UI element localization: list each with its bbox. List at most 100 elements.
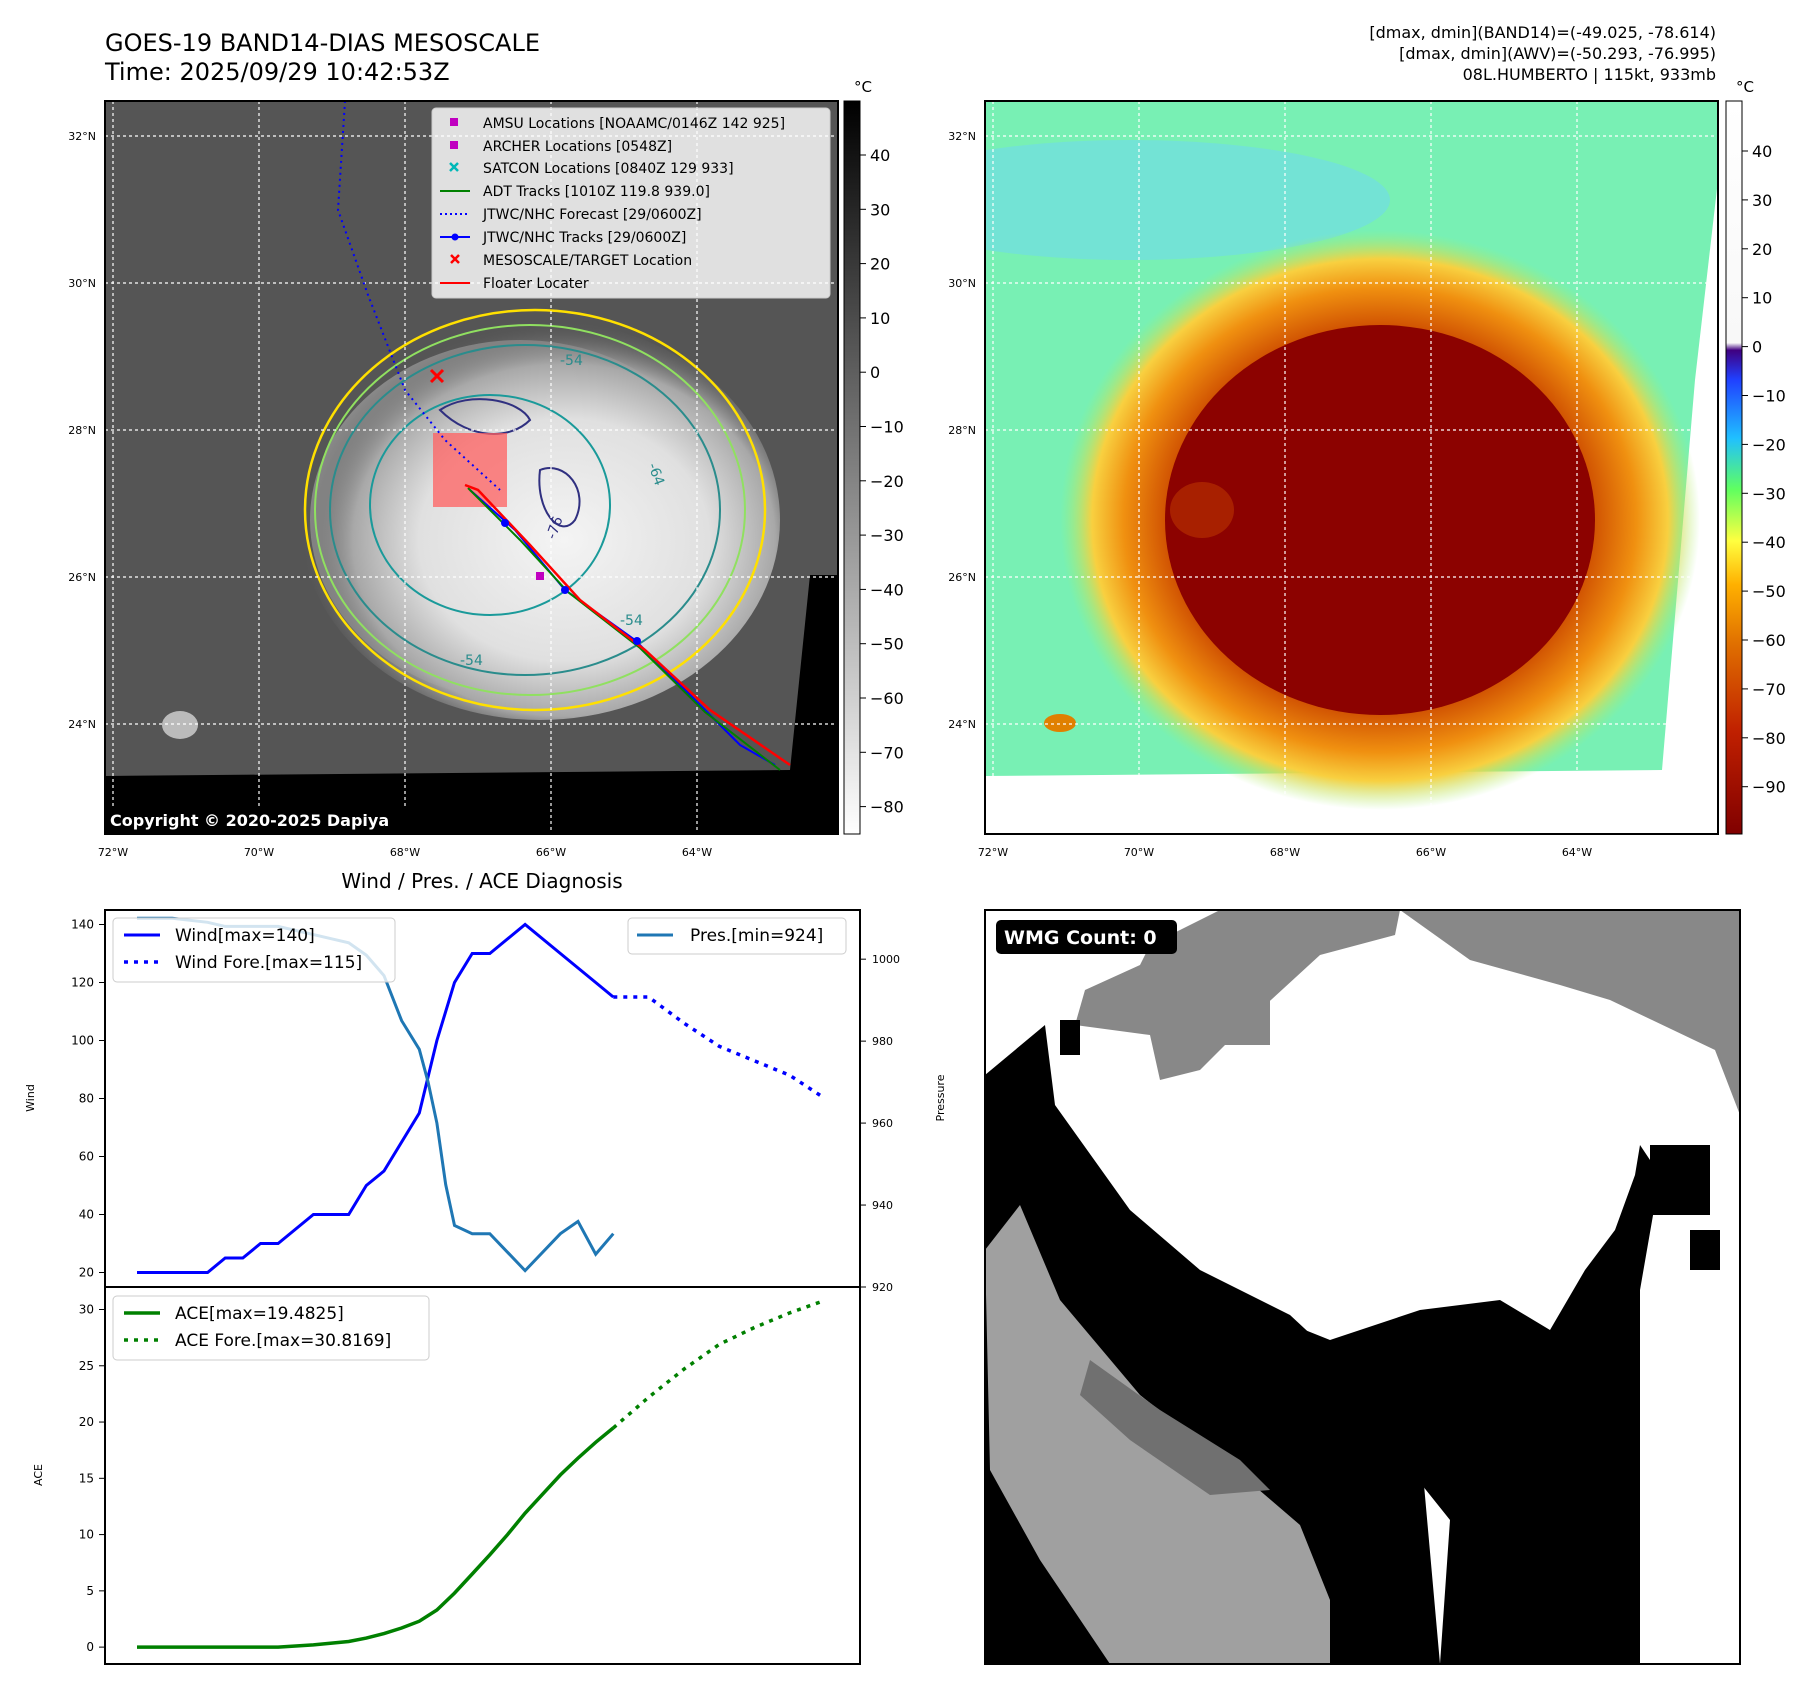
ir-lat-labels: 32°N 30°N 28°N 26°N 24°N <box>68 130 96 731</box>
wmg-black-patch-2 <box>1690 1230 1720 1270</box>
legend-marker-satcon <box>449 162 459 172</box>
color-colorbar: °C 40 30 20 10 0 −10 −20 −30 −40 −50 −60 −70 −80 −90 <box>1725 78 1786 835</box>
track-points <box>501 519 641 645</box>
pressure-legend-label: Pres.[min=924] <box>690 926 823 946</box>
color-map-frame <box>984 100 1719 835</box>
color-lon-label-66: 66°W <box>1416 846 1446 859</box>
color-colorbar-tick-label: −50 <box>1752 582 1786 601</box>
ace-chart: 0 5 10 15 20 25 30 ACE ACE[max=19.4825] ACE Fo… <box>32 1286 861 1665</box>
contour-yellow <box>303 308 767 712</box>
contour-inner-teal <box>369 394 611 616</box>
wind-legend-label: Wind[max=140] <box>175 926 315 946</box>
color-cool-band <box>985 140 1390 260</box>
color-colorbar-tick-label: −30 <box>1752 484 1786 503</box>
wind-tick-label: 80 <box>79 1092 94 1106</box>
wind-axis-label: Wind <box>24 1084 37 1112</box>
ir-lat-label-28: 28°N <box>68 424 96 437</box>
color-lat-label-28: 28°N <box>948 424 976 437</box>
color-colorbar-unit: °C <box>1736 78 1754 96</box>
ir-colorbar-tick-label: −40 <box>870 580 904 599</box>
color-colorbar-tick-label: 30 <box>1752 191 1772 210</box>
wmg-black-patch-3 <box>1060 1020 1080 1055</box>
ir-colorbar-tick-label: −60 <box>870 689 904 708</box>
ir-colorbar-tick-label: −70 <box>870 743 904 762</box>
map-legend: AMSU Locations [NOAAMC/0146Z 142 925] AR… <box>431 107 831 299</box>
target-marker <box>429 368 445 384</box>
color-storm-core <box>1165 325 1595 715</box>
ir-map-panel: -54 -64 -76 -54 -54 <box>68 100 839 859</box>
pressure-legend-box <box>627 917 847 955</box>
legend-label-floater: Floater Locater <box>483 276 589 292</box>
ir-lon-label-64: 64°W <box>682 846 712 859</box>
ace-series-line <box>137 1426 615 1649</box>
ir-colorbar-tick-label: −10 <box>870 418 904 437</box>
ace-tick-label: 10 <box>79 1528 94 1542</box>
legend-marker-tracks-dot <box>451 233 459 241</box>
amsu-marker <box>536 572 544 580</box>
wind-series-line <box>137 922 615 1274</box>
ir-small-cloud <box>162 711 198 739</box>
info-line-1: [dmax, dmin](BAND14)=(-49.025, -78.614) <box>1369 23 1716 42</box>
contour-teal <box>329 344 721 676</box>
wmg-count-box <box>996 920 1177 954</box>
ace-forecast-line <box>612 1298 826 1430</box>
floater-track <box>464 483 791 767</box>
wind-tick-label: 140 <box>71 918 94 932</box>
color-lat-label-26: 26°N <box>948 571 976 584</box>
legend-label-forecast: JTWC/NHC Forecast [29/0600Z] <box>482 207 702 223</box>
ir-colorbar-tick-label: 20 <box>870 255 890 274</box>
color-lon-label-72: 72°W <box>978 846 1008 859</box>
ir-storm-core <box>300 320 780 720</box>
color-lon-label-70: 70°W <box>1124 846 1154 859</box>
color-colorbar-tick-label: −10 <box>1752 387 1786 406</box>
color-colorbar-tick-label: −20 <box>1752 435 1786 454</box>
ir-map-frame <box>104 100 839 835</box>
legend-label-tracks: JTWC/NHC Tracks [29/0600Z] <box>482 230 686 246</box>
ir-colorbar-tick-label: 30 <box>870 200 890 219</box>
ir-colorbar-tick-label: 40 <box>870 146 890 165</box>
contour-label-2: -64 <box>644 461 667 488</box>
legend-label-amsu: AMSU Locations [NOAAMC/0146Z 142 925] <box>483 116 785 132</box>
ace-tick-label: 5 <box>86 1584 94 1598</box>
wind-forecast-line <box>613 995 826 1100</box>
color-colorbar-tick-label: 0 <box>1752 338 1762 357</box>
pressure-tick-label: 980 <box>872 1035 893 1048</box>
color-storm-bulge <box>1170 482 1234 538</box>
color-lon-label-64: 64°W <box>1562 846 1592 859</box>
legend-marker-amsu <box>450 118 458 126</box>
wmg-dark-grey-band <box>1080 1360 1270 1495</box>
wind-fore-legend-label: Wind Fore.[max=115] <box>175 953 362 973</box>
ace-fore-legend-label: ACE Fore.[max=30.8169] <box>175 1331 391 1351</box>
ir-lon-label-68: 68°W <box>390 846 420 859</box>
ace-axis-ticks: 0 5 10 15 20 25 30 <box>79 1303 105 1654</box>
color-lat-label-24: 24°N <box>948 718 976 731</box>
copyright-box <box>105 807 418 834</box>
contour-label-3: -76 <box>544 514 567 541</box>
color-colorbar-tick-label: 10 <box>1752 289 1772 308</box>
ir-lon-label-70: 70°W <box>244 846 274 859</box>
ir-lat-label-26: 26°N <box>68 571 96 584</box>
pressure-axis-ticks: 920 940 960 980 1000 <box>860 953 900 1294</box>
wmg-black-right <box>1230 1145 1660 1664</box>
color-colorbar-ticks: 40 30 20 10 0 −10 −20 −30 −40 −50 −60 −70 −80 −90 <box>1742 142 1786 797</box>
legend-label-archer: ARCHER Locations [0548Z] <box>483 139 672 155</box>
ace-legend-box <box>112 1295 430 1361</box>
ir-lat-label-32: 32°N <box>68 130 96 143</box>
legend-label-target: MESOSCALE/TARGET Location <box>483 253 692 269</box>
color-lat-label-30: 30°N <box>948 277 976 290</box>
ace-tick-label: 0 <box>86 1640 94 1654</box>
legend-box <box>431 107 831 299</box>
contour-label-1: -54 <box>560 353 583 369</box>
forecast-track <box>336 101 501 491</box>
ir-lat-label-30: 30°N <box>68 277 96 290</box>
color-map-panel: 32°N 30°N 28°N 26°N 24°N 72°W 70°W 68°W … <box>948 100 1719 859</box>
color-colorbar-tick-label: −80 <box>1752 729 1786 748</box>
contour-label-4: -54 <box>620 613 643 629</box>
title-line-2: Time: 2025/09/29 10:42:53Z <box>104 58 450 86</box>
ir-lon-label-72: 72°W <box>98 846 128 859</box>
ir-colorbar-tick-label: −80 <box>870 798 904 817</box>
ir-colorbar-tick-label: 0 <box>870 363 880 382</box>
ace-tick-label: 15 <box>79 1471 94 1485</box>
wind-tick-label: 40 <box>79 1208 94 1222</box>
